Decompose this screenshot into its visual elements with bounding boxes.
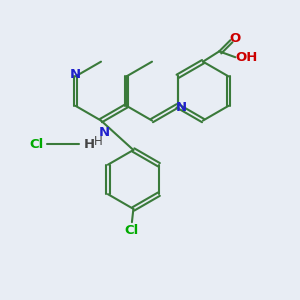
Text: N: N [98, 126, 110, 139]
Text: Cl: Cl [29, 138, 44, 151]
Text: OH: OH [236, 51, 258, 64]
Text: O: O [230, 32, 241, 45]
Text: N: N [70, 68, 81, 80]
Text: H: H [94, 135, 102, 148]
Text: Cl: Cl [125, 224, 139, 237]
Text: N: N [176, 101, 187, 114]
Text: H: H [84, 138, 95, 151]
